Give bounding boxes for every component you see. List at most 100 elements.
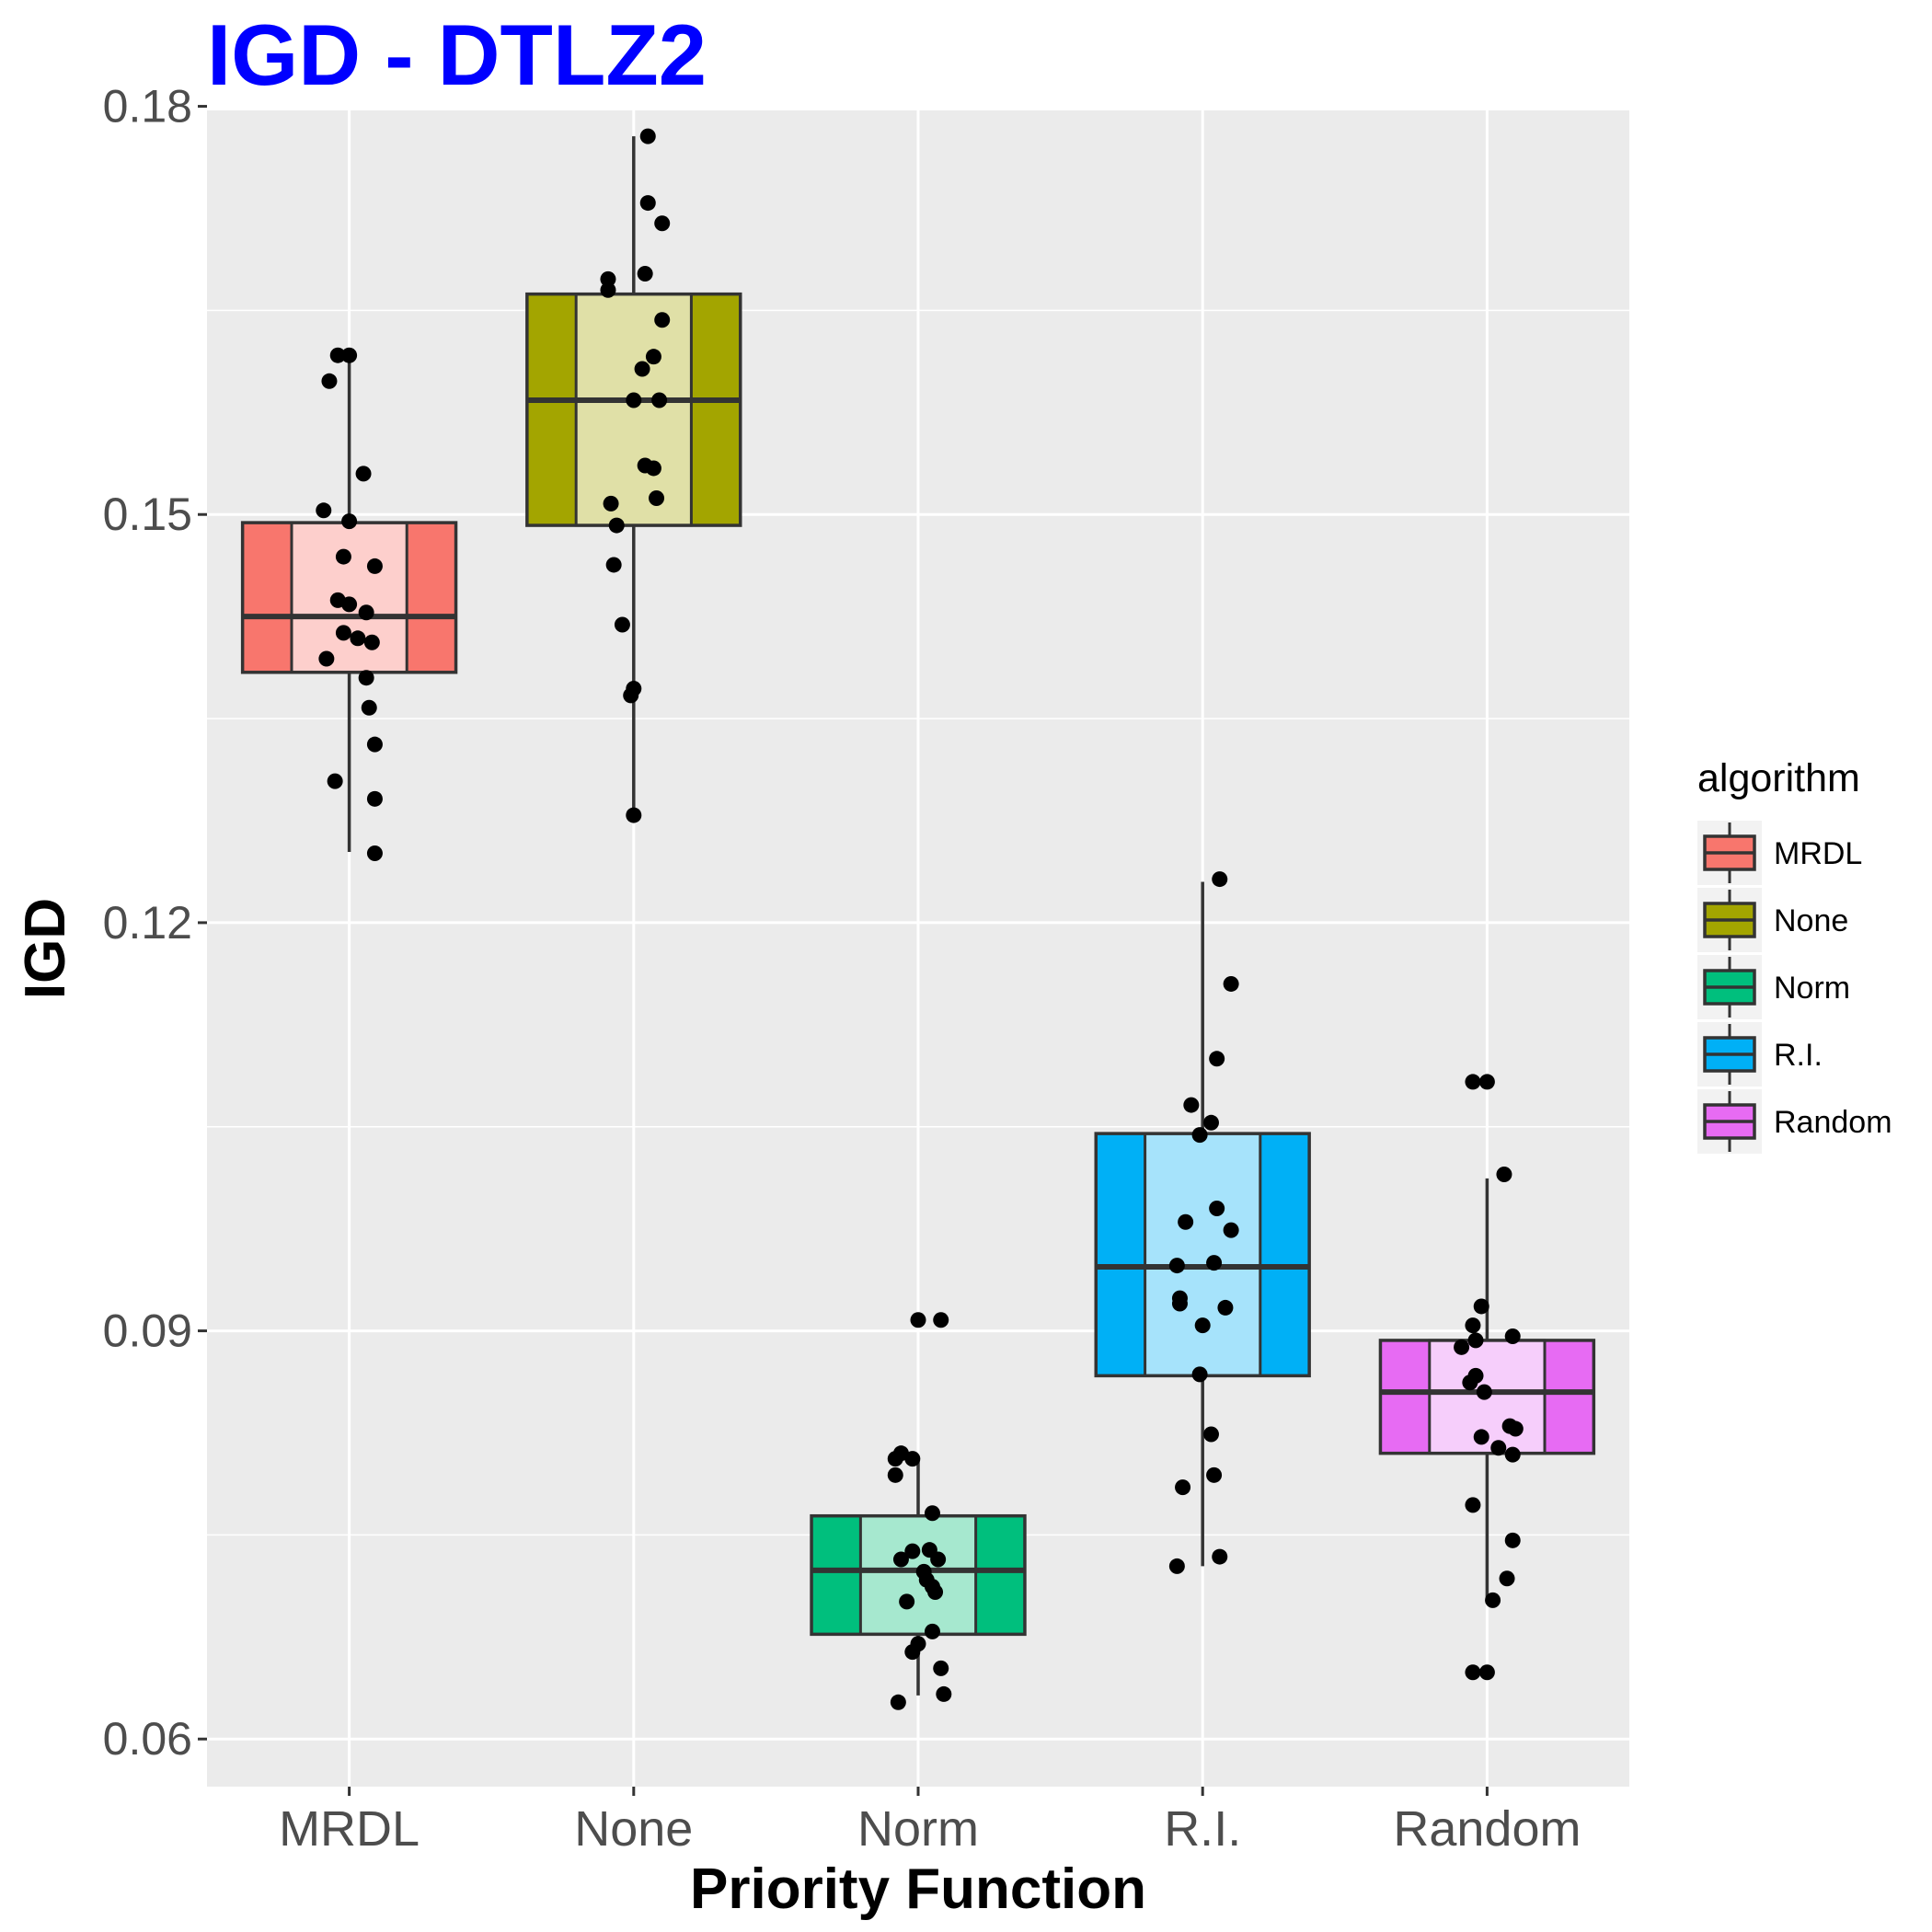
data-point bbox=[1206, 1255, 1223, 1271]
x-tick-label: Random bbox=[1393, 1801, 1581, 1857]
y-tick-label: 0.15 bbox=[103, 489, 192, 540]
data-point bbox=[341, 596, 358, 613]
data-point bbox=[358, 670, 374, 686]
data-point bbox=[605, 557, 622, 573]
data-point bbox=[899, 1593, 915, 1610]
data-point bbox=[639, 195, 656, 212]
data-point bbox=[623, 687, 639, 704]
data-point bbox=[1191, 1366, 1208, 1383]
legend-label: R.I. bbox=[1774, 1038, 1823, 1073]
data-point bbox=[1223, 975, 1239, 992]
data-point bbox=[1168, 1558, 1185, 1574]
data-point bbox=[1478, 1074, 1495, 1090]
data-point bbox=[904, 1644, 921, 1661]
data-point bbox=[1209, 1051, 1225, 1067]
legend-title: algorithm bbox=[1697, 756, 1860, 800]
data-point bbox=[924, 1505, 940, 1522]
data-point bbox=[1171, 1295, 1188, 1312]
data-point bbox=[341, 513, 358, 530]
legend-item: R.I. bbox=[1697, 1022, 1823, 1087]
data-point bbox=[892, 1551, 909, 1568]
x-axis: MRDL None Norm R.I. Random bbox=[279, 1787, 1581, 1857]
data-point bbox=[645, 349, 661, 365]
x-tick-label: Norm bbox=[857, 1801, 979, 1857]
data-point bbox=[600, 270, 616, 287]
data-point bbox=[1217, 1299, 1234, 1316]
data-point bbox=[645, 460, 661, 477]
data-point bbox=[366, 845, 383, 861]
data-point bbox=[910, 1312, 926, 1328]
x-tick-label: R.I. bbox=[1164, 1801, 1241, 1857]
box-inner-fill bbox=[1144, 1132, 1262, 1377]
data-point bbox=[1212, 1548, 1228, 1565]
data-point bbox=[1504, 1446, 1521, 1463]
data-point bbox=[654, 312, 671, 328]
data-point bbox=[1465, 1497, 1481, 1513]
data-point bbox=[654, 215, 671, 232]
data-point bbox=[887, 1466, 903, 1483]
legend: algorithm MRDL None Norm R.I. Random bbox=[1697, 756, 1892, 1154]
data-point bbox=[327, 773, 343, 789]
data-point bbox=[1485, 1592, 1501, 1608]
data-point bbox=[1183, 1097, 1200, 1113]
data-point bbox=[1209, 1200, 1225, 1216]
data-point bbox=[626, 392, 642, 408]
data-point bbox=[924, 1623, 940, 1639]
data-point bbox=[639, 128, 656, 144]
boxplot-none bbox=[525, 136, 742, 816]
data-point bbox=[1490, 1440, 1507, 1456]
data-point bbox=[649, 489, 665, 506]
data-point bbox=[350, 630, 366, 647]
data-point bbox=[361, 699, 377, 716]
x-tick-label: MRDL bbox=[279, 1801, 420, 1857]
data-point bbox=[933, 1312, 949, 1328]
data-point bbox=[1504, 1532, 1521, 1548]
data-point bbox=[1223, 1222, 1239, 1238]
data-point bbox=[634, 361, 650, 377]
y-tick-label: 0.09 bbox=[103, 1305, 192, 1357]
box-outline bbox=[1378, 1339, 1596, 1455]
legend-label: None bbox=[1774, 903, 1848, 938]
legend-item: Norm bbox=[1697, 955, 1850, 1019]
data-point bbox=[1496, 1166, 1512, 1182]
data-point bbox=[1202, 1426, 1219, 1443]
data-point bbox=[329, 347, 346, 363]
box-inner-fill bbox=[574, 293, 693, 527]
data-point bbox=[321, 373, 338, 389]
data-point bbox=[933, 1660, 949, 1676]
data-point bbox=[1467, 1332, 1484, 1349]
data-point bbox=[614, 616, 630, 633]
data-point bbox=[904, 1543, 921, 1559]
y-axis-title: IGD bbox=[14, 898, 77, 999]
data-point bbox=[600, 282, 616, 298]
data-point bbox=[651, 392, 668, 408]
data-point bbox=[366, 736, 383, 753]
data-point bbox=[904, 1451, 921, 1467]
data-point bbox=[1476, 1384, 1492, 1400]
data-point bbox=[355, 466, 372, 482]
data-point bbox=[1212, 871, 1228, 888]
legend-items: MRDL None Norm R.I. Random bbox=[1697, 821, 1892, 1154]
box-outline bbox=[525, 292, 742, 527]
data-point bbox=[1473, 1429, 1489, 1445]
x-tick-label: None bbox=[574, 1801, 693, 1857]
data-point bbox=[1168, 1258, 1185, 1274]
data-point bbox=[366, 558, 383, 574]
legend-label: MRDL bbox=[1774, 836, 1862, 871]
y-axis: 0.06 0.09 0.12 0.15 0.18 bbox=[103, 81, 207, 1765]
box-outline bbox=[810, 1513, 1027, 1637]
data-point bbox=[1194, 1317, 1211, 1334]
data-point bbox=[1504, 1328, 1521, 1344]
data-point bbox=[1499, 1570, 1515, 1587]
data-point bbox=[1206, 1466, 1223, 1483]
data-point bbox=[316, 502, 332, 519]
data-point bbox=[936, 1685, 952, 1702]
data-point bbox=[637, 265, 653, 282]
boxplot-r-i- bbox=[1094, 881, 1311, 1567]
data-point bbox=[1454, 1339, 1470, 1355]
data-point bbox=[318, 650, 335, 667]
data-point bbox=[927, 1584, 944, 1601]
data-point bbox=[1465, 1664, 1481, 1681]
data-point bbox=[358, 604, 374, 621]
data-point bbox=[1465, 1317, 1481, 1334]
